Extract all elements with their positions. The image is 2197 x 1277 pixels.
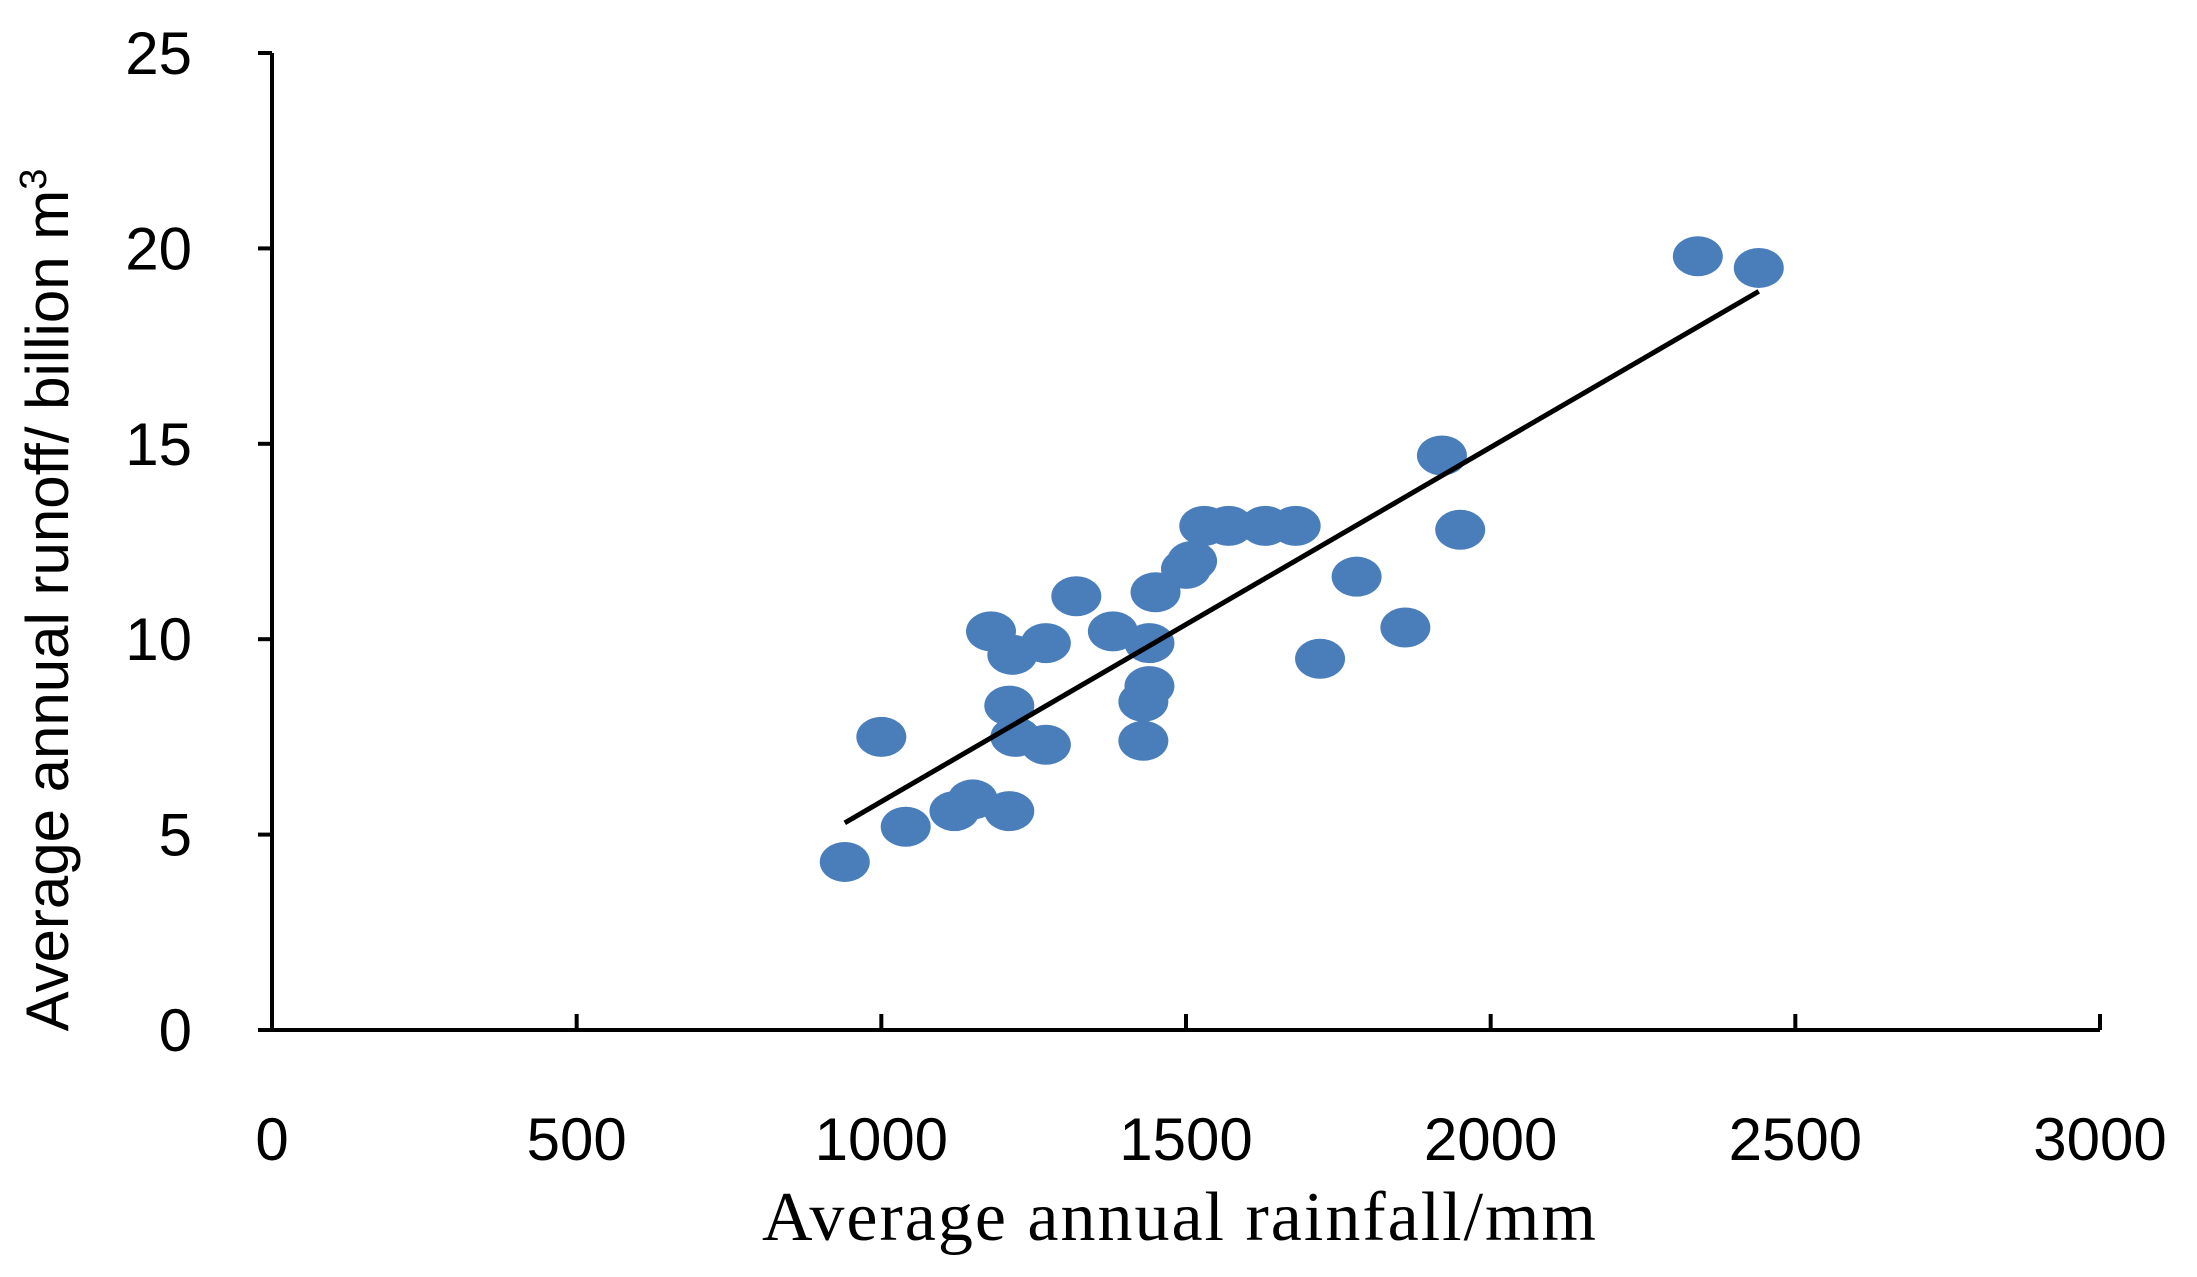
y-tick-label: 15 <box>125 411 192 478</box>
y-tick-label: 5 <box>159 802 192 869</box>
x-tick-label: 500 <box>527 1106 627 1173</box>
x-tick-label: 2500 <box>1729 1106 1862 1173</box>
x-tick-label: 0 <box>255 1106 288 1173</box>
data-point <box>1270 505 1321 546</box>
data-point <box>1672 236 1723 277</box>
x-tick-label: 2000 <box>1424 1106 1557 1173</box>
y-axis-title-text: Average annual runoff/ billion m <box>14 190 81 1032</box>
data-point <box>856 716 907 757</box>
x-tick-label: 1500 <box>1119 1106 1252 1173</box>
y-tick-label: 0 <box>159 997 192 1064</box>
y-axis-ticks: 0 5 10 15 20 25 <box>125 20 272 1064</box>
data-point <box>880 806 931 847</box>
data-point <box>1380 607 1431 648</box>
y-tick-label: 25 <box>125 20 192 87</box>
axes <box>270 53 2100 1032</box>
data-point <box>1295 638 1346 679</box>
data-point <box>1124 666 1175 707</box>
data-point <box>1051 576 1102 617</box>
data-point <box>1331 556 1382 597</box>
data-point <box>1167 541 1218 582</box>
data-point <box>1416 435 1467 476</box>
data-point <box>1203 505 1254 546</box>
data-point <box>984 791 1035 832</box>
trendline-group <box>843 289 1761 826</box>
data-point <box>1020 724 1071 765</box>
data-point <box>1118 720 1169 761</box>
y-axis-title-superscript: 3 <box>13 169 55 190</box>
data-point <box>819 841 870 882</box>
data-point <box>984 685 1035 726</box>
data-point <box>1435 509 1486 550</box>
trendline <box>843 289 1761 826</box>
data-point <box>1733 247 1784 288</box>
y-axis-title: Average annual runoff/ billion m3 <box>13 169 81 1032</box>
x-axis-ticks: 0 500 1000 1500 2000 2500 3000 <box>255 1014 2167 1173</box>
x-tick-label: 3000 <box>2033 1106 2166 1173</box>
y-tick-label: 10 <box>125 606 192 673</box>
y-tick-label: 20 <box>125 215 192 282</box>
x-tick-label: 1000 <box>815 1106 948 1173</box>
data-point <box>1020 623 1071 664</box>
x-axis-title: Average annual rainfall/mm <box>762 1179 1598 1256</box>
data-points <box>819 236 1784 882</box>
